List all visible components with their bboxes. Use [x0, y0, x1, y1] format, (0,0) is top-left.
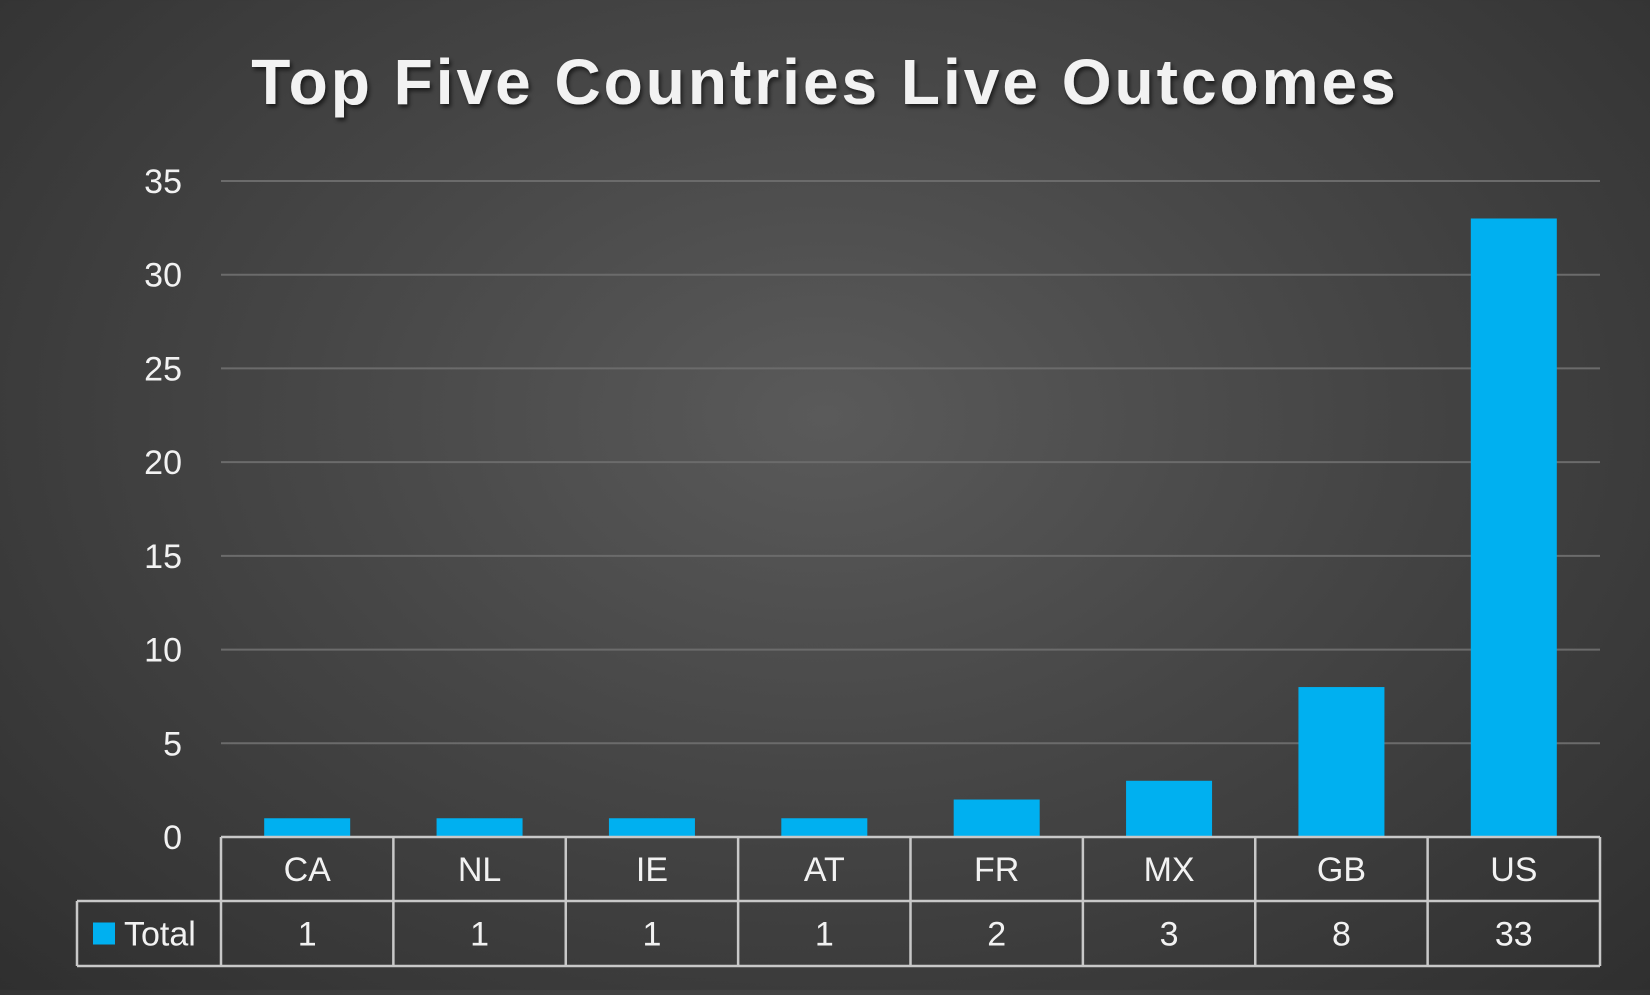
- x-category-label: CA: [284, 851, 332, 889]
- legend-label: Total: [124, 916, 196, 954]
- bar-gb: [1298, 687, 1385, 837]
- y-tick-label: 5: [163, 725, 182, 763]
- y-tick-label: 15: [144, 538, 182, 576]
- data-table-value: 3: [1160, 916, 1179, 954]
- x-category-label: US: [1490, 851, 1537, 889]
- gridlines: [221, 180, 1600, 745]
- data-table-value: 1: [470, 916, 489, 954]
- x-category-label: MX: [1144, 851, 1195, 889]
- x-category-label: AT: [804, 851, 845, 889]
- legend-swatch: [93, 922, 115, 945]
- x-category-label: GB: [1317, 851, 1366, 889]
- bar-ca: [264, 818, 351, 837]
- x-category-label: NL: [458, 851, 501, 889]
- chart-title: Top Five Countries Live Outcomes: [251, 46, 1398, 118]
- bars: [264, 218, 1557, 837]
- bar-nl: [436, 818, 523, 837]
- y-tick-label: 20: [144, 444, 182, 482]
- data-table-value: 1: [642, 916, 661, 954]
- data-table-value: 2: [987, 916, 1006, 954]
- bar-fr: [953, 799, 1040, 837]
- data-table-value: 1: [298, 916, 317, 954]
- data-table-value: 8: [1332, 916, 1351, 954]
- y-tick-label: 35: [144, 163, 182, 201]
- y-tick-label: 25: [144, 350, 182, 388]
- y-tick-label: 0: [163, 819, 182, 857]
- bar-us: [1470, 218, 1557, 837]
- y-tick-label: 10: [144, 632, 182, 670]
- bar-mx: [1126, 780, 1213, 837]
- x-category-label: FR: [974, 851, 1019, 889]
- data-table: CA 1 NL 1 IE 1 AT 1 FR 2 MX 3 GB 8 US 33 Total: [75, 835, 1602, 968]
- bar-at: [781, 818, 868, 837]
- data-table-value: 1: [815, 916, 834, 954]
- y-tick-label: 30: [144, 257, 182, 295]
- data-table-value: 33: [1495, 916, 1533, 954]
- y-axis-tick-labels: 0 5 10 15 20 25 30 35: [144, 163, 182, 857]
- x-category-label: IE: [636, 851, 668, 889]
- bar-ie: [608, 818, 695, 837]
